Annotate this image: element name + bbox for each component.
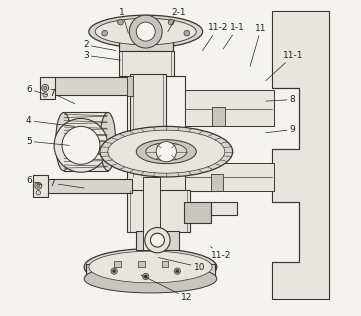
Circle shape xyxy=(44,86,47,89)
Circle shape xyxy=(129,15,162,48)
Text: 12: 12 xyxy=(141,275,192,302)
Text: 8: 8 xyxy=(266,95,296,104)
Text: 1: 1 xyxy=(119,8,129,33)
Text: 5: 5 xyxy=(26,137,69,146)
Circle shape xyxy=(144,275,147,278)
Bar xyxy=(127,76,185,145)
Text: 2: 2 xyxy=(83,40,116,51)
Bar xyxy=(114,261,121,267)
Text: 11-2: 11-2 xyxy=(203,23,228,51)
Bar xyxy=(127,190,190,232)
Circle shape xyxy=(168,19,174,25)
Text: 11-1: 11-1 xyxy=(266,51,304,81)
Circle shape xyxy=(184,30,190,36)
Text: 3: 3 xyxy=(83,51,121,60)
Circle shape xyxy=(118,19,123,25)
Bar xyxy=(127,76,133,96)
Bar xyxy=(212,107,225,126)
Polygon shape xyxy=(272,11,329,299)
Bar xyxy=(64,112,108,171)
Circle shape xyxy=(102,30,108,36)
Circle shape xyxy=(35,182,42,189)
Bar xyxy=(143,177,160,250)
Circle shape xyxy=(62,126,100,164)
Circle shape xyxy=(37,184,40,187)
Ellipse shape xyxy=(89,15,203,48)
Text: 7: 7 xyxy=(50,89,75,104)
Bar xyxy=(136,231,179,250)
Bar xyxy=(40,77,55,99)
Bar xyxy=(52,77,131,95)
Circle shape xyxy=(156,142,177,162)
Text: 11: 11 xyxy=(250,24,267,66)
Ellipse shape xyxy=(56,112,71,171)
Circle shape xyxy=(176,270,179,273)
Bar xyxy=(40,179,131,193)
Circle shape xyxy=(143,273,149,280)
Ellipse shape xyxy=(84,249,217,285)
Text: 10: 10 xyxy=(158,258,205,271)
Ellipse shape xyxy=(108,130,225,173)
Circle shape xyxy=(111,268,117,274)
Bar xyxy=(184,202,210,223)
Bar xyxy=(33,175,48,197)
Bar xyxy=(185,90,274,126)
Text: 2-1: 2-1 xyxy=(168,8,186,32)
Circle shape xyxy=(145,228,170,253)
Text: 1-1: 1-1 xyxy=(223,23,245,49)
Ellipse shape xyxy=(89,251,212,283)
Ellipse shape xyxy=(100,126,232,177)
Text: 9: 9 xyxy=(266,125,296,134)
Ellipse shape xyxy=(84,264,217,293)
Text: 11-2: 11-2 xyxy=(210,246,231,260)
Bar xyxy=(161,261,169,267)
Circle shape xyxy=(54,118,108,172)
Ellipse shape xyxy=(95,18,196,45)
Circle shape xyxy=(43,93,47,97)
Bar xyxy=(210,174,223,191)
Circle shape xyxy=(136,22,155,41)
Bar xyxy=(119,51,174,76)
Circle shape xyxy=(42,84,49,91)
Bar xyxy=(185,163,274,191)
Bar xyxy=(210,202,238,215)
Ellipse shape xyxy=(136,140,196,164)
Bar xyxy=(130,74,166,177)
Text: 6: 6 xyxy=(26,176,42,185)
Bar xyxy=(119,30,173,51)
Bar xyxy=(86,264,215,278)
Bar xyxy=(138,261,145,267)
Text: 4: 4 xyxy=(26,116,75,126)
Circle shape xyxy=(113,270,116,273)
Circle shape xyxy=(174,268,180,274)
Circle shape xyxy=(36,191,40,195)
Text: 6: 6 xyxy=(26,85,47,95)
Ellipse shape xyxy=(146,143,187,161)
Text: 7: 7 xyxy=(50,179,84,188)
Circle shape xyxy=(151,233,164,247)
Bar xyxy=(127,144,218,191)
Ellipse shape xyxy=(100,112,116,171)
